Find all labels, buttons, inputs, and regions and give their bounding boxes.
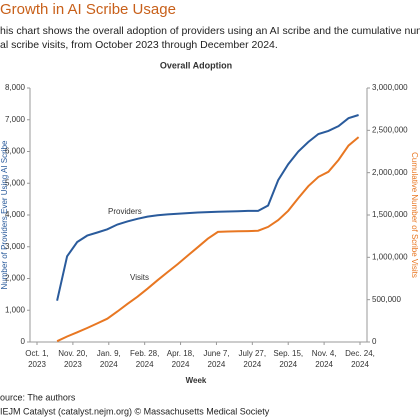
- y-tick-label: 0: [21, 337, 26, 346]
- subtitle: al scribe visits, from October 2023 thro…: [0, 39, 278, 51]
- subtitle: his chart shows the overall adoption of …: [0, 25, 420, 37]
- y2-tick-label: 2,500,000: [372, 125, 408, 134]
- y-tick-label: 1,000: [5, 305, 26, 314]
- x-tick-label: Nov. 20, 2023: [58, 349, 87, 369]
- y2-tick-label: 1,000,000: [372, 252, 408, 261]
- y-tick-label: 8,000: [5, 83, 26, 92]
- y-tick-label: 3,000: [5, 242, 26, 251]
- x-tick-label: June 7, 2024: [203, 349, 229, 369]
- y-tick-label: 7,000: [5, 115, 26, 124]
- x-tick-label: July 27, 2024: [239, 349, 267, 369]
- x-tick-label: Nov. 4, 2024: [312, 349, 337, 369]
- series-line: [56, 114, 359, 301]
- x-tick-label: Oct. 1, 2023: [25, 349, 49, 369]
- y-tick-label: 5,000: [5, 178, 26, 187]
- x-tick-label: Apr. 18, 2024: [167, 349, 195, 369]
- y2-tick-label: 2,000,000: [372, 168, 408, 177]
- x-axis-title: Week: [186, 376, 207, 385]
- x-tick-label: Dec. 24, 2024: [345, 349, 375, 369]
- y-tick-label: 2,000: [5, 274, 26, 283]
- y2-tick-label: 3,000,000: [372, 83, 408, 92]
- source: IEJM Catalyst (catalyst.nejm.org) © Mass…: [0, 406, 270, 416]
- y2-tick-label: 0: [372, 337, 377, 346]
- y2-tick-label: 500,000: [372, 295, 401, 304]
- y-tick-label: 4,000: [5, 210, 26, 219]
- x-tick-label: Jan. 9, 2024: [97, 349, 121, 369]
- series-label: Providers: [108, 207, 142, 216]
- y2-axis-title: Cumulative Number of Scribe Visits: [410, 152, 419, 278]
- y-tick-label: 6,000: [5, 147, 26, 156]
- source: ource: The authors: [0, 392, 76, 402]
- y-axis-title: Number of Providers Ever Using AI Scribe: [0, 140, 9, 289]
- chart-title: Overall Adoption: [160, 60, 232, 70]
- y2-tick-label: 1,500,000: [372, 210, 408, 219]
- series-line: [56, 136, 360, 343]
- x-tick-label: Feb. 28, 2024: [130, 349, 159, 369]
- series-label: Visits: [130, 273, 149, 282]
- x-tick-label: Sep. 15, 2024: [273, 349, 303, 369]
- page-title: Growth in AI Scribe Usage: [0, 1, 176, 18]
